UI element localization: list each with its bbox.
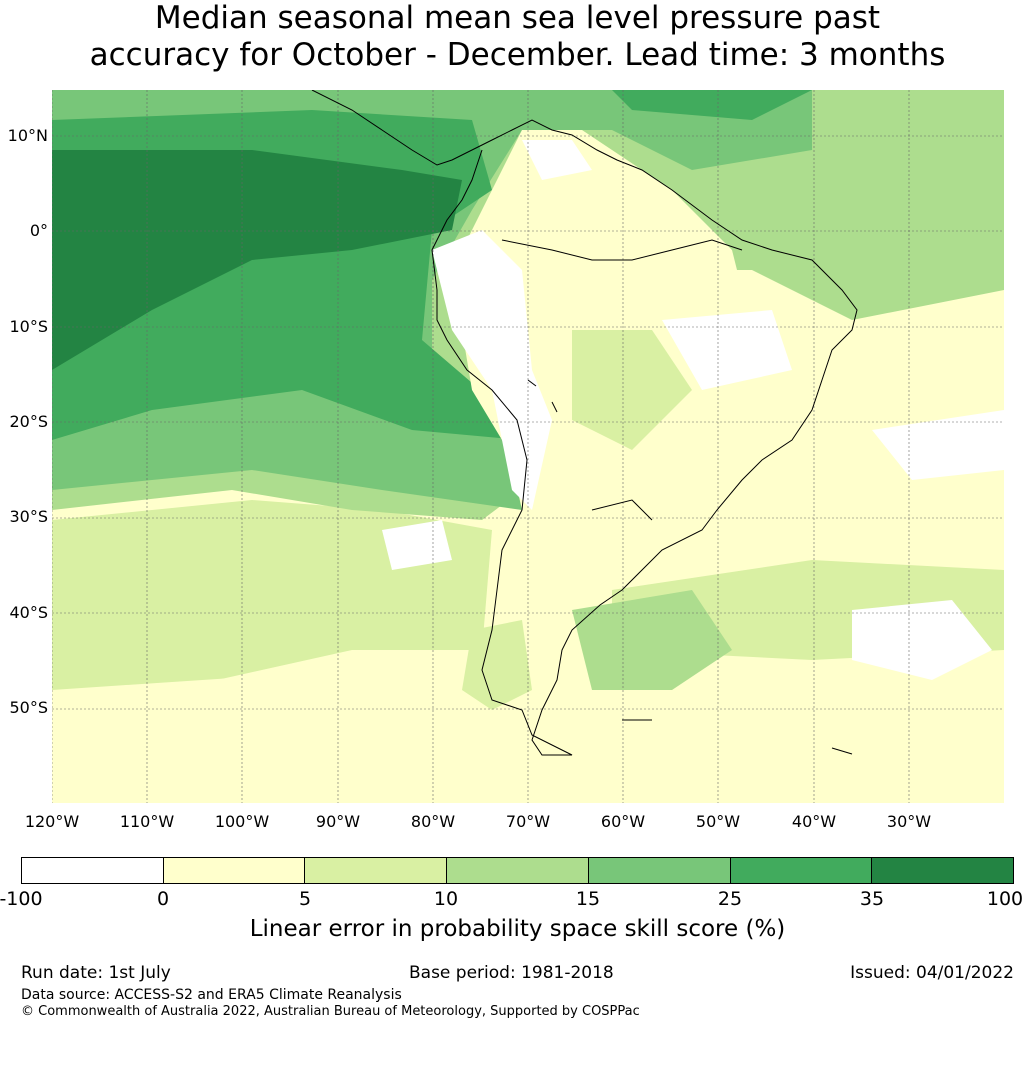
colorbar-segment [305,858,448,883]
map-title: Median seasonal mean sea level pressure … [0,0,1035,74]
lon-label-90w: 90°W [315,812,361,831]
colorbar-tick: 100 [986,888,1024,910]
colorbar-segment [163,858,306,883]
coastlines [311,90,858,756]
lat-label-0: 0° [29,221,48,240]
lon-label-50w: 50°W [695,812,741,831]
copyright: © Commonwealth of Australia 2022, Austra… [21,1004,640,1019]
lon-label-70w: 70°W [505,812,551,831]
lon-label-80w: 80°W [410,812,456,831]
lon-label-120w: 120°W [24,812,80,831]
graticule [52,90,1004,803]
lon-label-30w: 30°W [886,812,932,831]
colorbar-tick: 15 [575,888,601,910]
colorbar-tick: 25 [717,888,743,910]
colorbar-segment [730,858,873,883]
colorbar-tick: 10 [433,888,459,910]
title-line-2: accuracy for October - December. Lead ti… [89,37,946,73]
title-line-1: Median seasonal mean sea level pressure … [154,0,881,36]
base-period: Base period: 1981-2018 [409,963,614,983]
colorbar [21,857,1014,884]
lat-label-50s: 50°S [9,698,48,717]
colorbar-segment [22,858,164,883]
lat-label-20s: 20°S [9,412,48,431]
colorbar-segment [588,858,731,883]
colorbar-tick: 35 [859,888,885,910]
lat-label-10s: 10°S [9,317,48,336]
run-date: Run date: 1st July [21,963,171,983]
lat-label-30s: 30°S [9,507,48,526]
lon-label-60w: 60°W [600,812,646,831]
skill-score-map [52,90,1004,803]
colorbar-tick: 5 [298,888,312,910]
lon-label-40w: 40°W [791,812,837,831]
colorbar-tick: -100 [0,888,43,910]
colorbar-label: Linear error in probability space skill … [249,916,786,942]
lat-label-10n: 10°N [7,126,48,145]
colorbar-segment [447,858,589,883]
colorbar-segment [872,858,1014,883]
lon-label-100w: 100°W [214,812,270,831]
lon-label-110w: 110°W [119,812,175,831]
issued-date: Issued: 04/01/2022 [850,963,1014,983]
lat-label-40s: 40°S [9,603,48,622]
data-source: Data source: ACCESS-S2 and ERA5 Climate … [21,987,402,1003]
colorbar-tick: 0 [156,888,170,910]
